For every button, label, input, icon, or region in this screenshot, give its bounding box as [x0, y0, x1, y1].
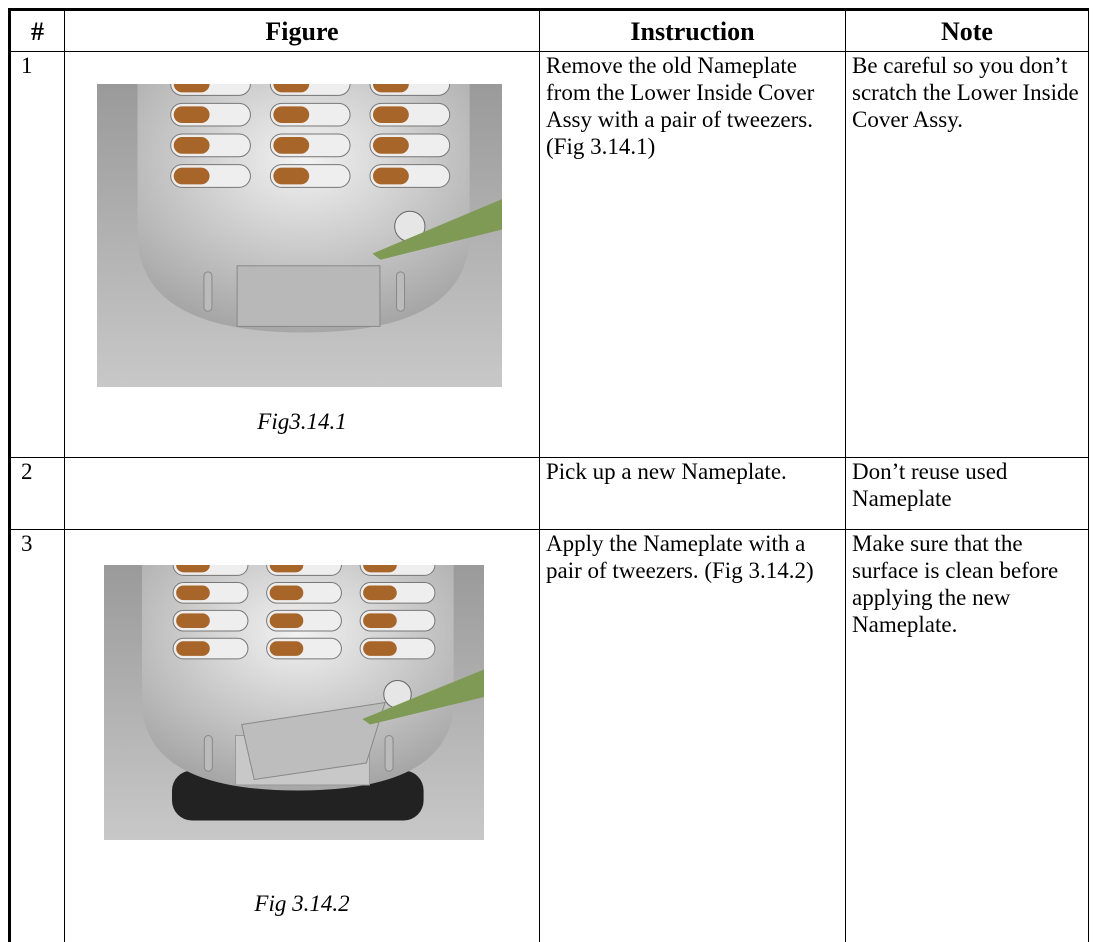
tweezers — [372, 199, 502, 260]
side-slot — [203, 735, 213, 772]
figure-cell: Fig3.14.1 — [64, 51, 540, 458]
step-number: 2 — [9, 457, 65, 530]
instruction: Apply the Nameplate with a pair of tweez… — [539, 529, 846, 942]
header-cell: # — [9, 9, 65, 52]
figure-cell: Fig 3.14.2 — [64, 529, 540, 942]
step-number: 3 — [9, 529, 65, 942]
step-number: 1 — [9, 51, 65, 458]
row: 2 Pick up a new Nameplate. Don’t reuse u… — [9, 457, 1089, 530]
photo — [104, 565, 484, 840]
header-cell: Figure — [64, 9, 540, 52]
key-cap — [273, 84, 310, 93]
key-cap — [372, 136, 409, 154]
key-cap — [372, 106, 409, 124]
side-slot — [396, 271, 406, 312]
key-cap — [363, 641, 397, 656]
header-row: # Figure Instruction Note — [9, 9, 1089, 52]
side-slot — [203, 271, 213, 312]
key-cap — [176, 613, 210, 628]
key-cap — [173, 106, 210, 124]
key-cap — [269, 565, 304, 573]
photo — [97, 84, 502, 387]
header-cell: Instruction — [539, 9, 846, 52]
figure-caption: Fig 3.14.2 — [254, 891, 350, 916]
key-cap — [176, 585, 210, 601]
key-cap — [173, 167, 210, 185]
side-slot — [384, 735, 394, 772]
header-cell: Note — [845, 9, 1089, 52]
key-cap — [173, 136, 210, 154]
instruction: Remove the old Nameplate from the Lower … — [539, 51, 846, 458]
note: Don’t reuse used Nameplate — [845, 457, 1089, 530]
figure-cell — [64, 457, 540, 530]
key-cap — [372, 167, 409, 185]
key-cap — [173, 84, 210, 93]
key-cap — [269, 613, 304, 628]
row: 3 Fig 3.14.2 Apply the Nameplate with a … — [9, 529, 1089, 942]
tweezers — [362, 669, 484, 725]
row: 1 Fig3.14.1 Remove the old Nameplate fro… — [9, 51, 1089, 458]
key-cap — [269, 641, 304, 656]
key-cap — [176, 565, 210, 573]
key-cap — [363, 613, 397, 628]
procedure-table: # Figure Instruction Note 1 Fig3.14.1 Re… — [8, 8, 1089, 942]
key-cap — [363, 585, 397, 601]
key-cap — [273, 136, 310, 154]
key-cap — [363, 565, 397, 573]
nameplate — [241, 701, 386, 781]
note: Be careful so you don’t scratch the Lowe… — [845, 51, 1089, 458]
note: Make sure that the surface is clean befo… — [845, 529, 1089, 942]
key-cap — [273, 106, 310, 124]
key-cap — [176, 641, 210, 656]
figure-caption: Fig3.14.1 — [257, 409, 347, 434]
key-cap — [273, 167, 310, 185]
key-cap — [372, 84, 409, 93]
instruction: Pick up a new Nameplate. — [539, 457, 846, 530]
nameplate — [236, 265, 381, 327]
key-cap — [269, 585, 304, 601]
